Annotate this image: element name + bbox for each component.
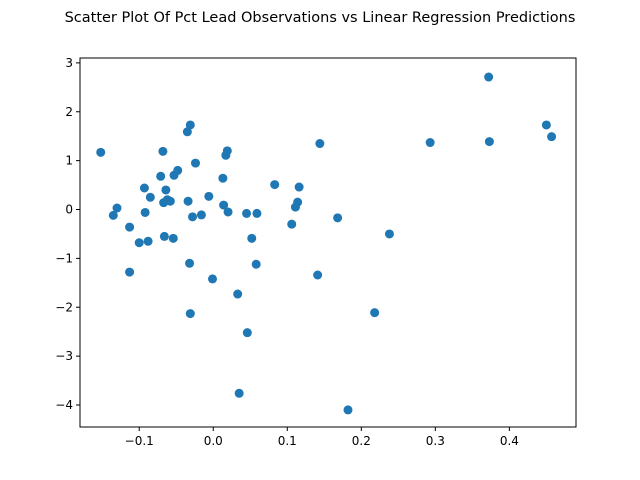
- y-tick-label: 2: [65, 105, 73, 119]
- scatter-point: [425, 138, 435, 148]
- scatter-point: [315, 139, 325, 149]
- x-tick-label: 0.3: [426, 434, 445, 448]
- scatter-point: [156, 171, 166, 181]
- scatter-point: [313, 270, 323, 280]
- scatter-point: [182, 127, 192, 137]
- y-tick-label: −3: [55, 349, 73, 363]
- scatter-point: [139, 183, 149, 193]
- scatter-point: [159, 231, 169, 241]
- scatter-point: [242, 328, 252, 338]
- scatter-point: [223, 207, 233, 217]
- scatter-point: [143, 236, 153, 246]
- scatter-point: [108, 210, 118, 220]
- scatter-point: [173, 165, 183, 175]
- scatter-point: [161, 185, 171, 195]
- scatter-point: [208, 274, 218, 284]
- scatter-point: [158, 146, 168, 156]
- x-tick-label: 0.4: [500, 434, 519, 448]
- y-tick-label: 1: [65, 154, 73, 168]
- scatter-point: [183, 196, 193, 206]
- scatter-point: [165, 196, 175, 206]
- plot-area-frame: [79, 57, 577, 428]
- x-tick-label: 0.2: [352, 434, 371, 448]
- scatter-point: [134, 238, 144, 248]
- scatter-point: [190, 158, 200, 168]
- y-tick-label: 3: [65, 56, 73, 70]
- scatter-point: [185, 258, 195, 268]
- y-tick-label: −4: [55, 398, 73, 412]
- scatter-point: [287, 219, 297, 229]
- scatter-point: [547, 132, 557, 142]
- x-axis: −0.1 0.0 0.1 0.2 0.3 0.4: [125, 427, 519, 448]
- scatter-point: [204, 191, 214, 201]
- scatter-point: [247, 233, 257, 243]
- scatter-point: [185, 120, 195, 130]
- scatter-point: [145, 192, 155, 202]
- scatter-points: [96, 72, 557, 415]
- scatter-point: [140, 207, 150, 217]
- scatter-point: [196, 210, 206, 220]
- scatter-point: [251, 259, 261, 269]
- scatter-point: [218, 173, 228, 183]
- y-tick-label: −2: [55, 300, 73, 314]
- scatter-point: [484, 137, 494, 147]
- scatter-point: [270, 180, 280, 190]
- x-tick-label: 0.1: [278, 434, 297, 448]
- scatter-point: [168, 233, 178, 243]
- scatter-point: [96, 147, 106, 157]
- scatter-point: [541, 120, 551, 130]
- scatter-point: [343, 405, 353, 415]
- scatter-point: [242, 208, 252, 218]
- scatter-point: [222, 146, 232, 156]
- y-tick-label: −1: [55, 251, 73, 265]
- x-tick-label: 0.0: [204, 434, 223, 448]
- scatter-point: [125, 222, 135, 232]
- scatter-point: [219, 200, 229, 210]
- scatter-point: [484, 72, 494, 82]
- y-axis: 3 2 1 0 −1 −2 −3 −4: [55, 56, 80, 412]
- scatter-point: [125, 267, 135, 277]
- scatter-point: [188, 212, 198, 222]
- scatter-point: [252, 208, 262, 218]
- chart-title: Scatter Plot Of Pct Lead Observations vs…: [65, 10, 576, 26]
- scatter-point: [333, 213, 343, 223]
- y-tick-label: 0: [65, 203, 73, 217]
- scatter-point: [185, 309, 195, 319]
- scatter-point: [384, 229, 394, 239]
- scatter-point: [293, 197, 303, 207]
- scatter-point: [233, 289, 243, 299]
- x-tick-label: −0.1: [125, 434, 154, 448]
- scatter-point: [112, 203, 122, 213]
- scatter-point: [294, 182, 304, 192]
- scatter-point: [234, 388, 244, 398]
- scatter-point: [370, 308, 380, 318]
